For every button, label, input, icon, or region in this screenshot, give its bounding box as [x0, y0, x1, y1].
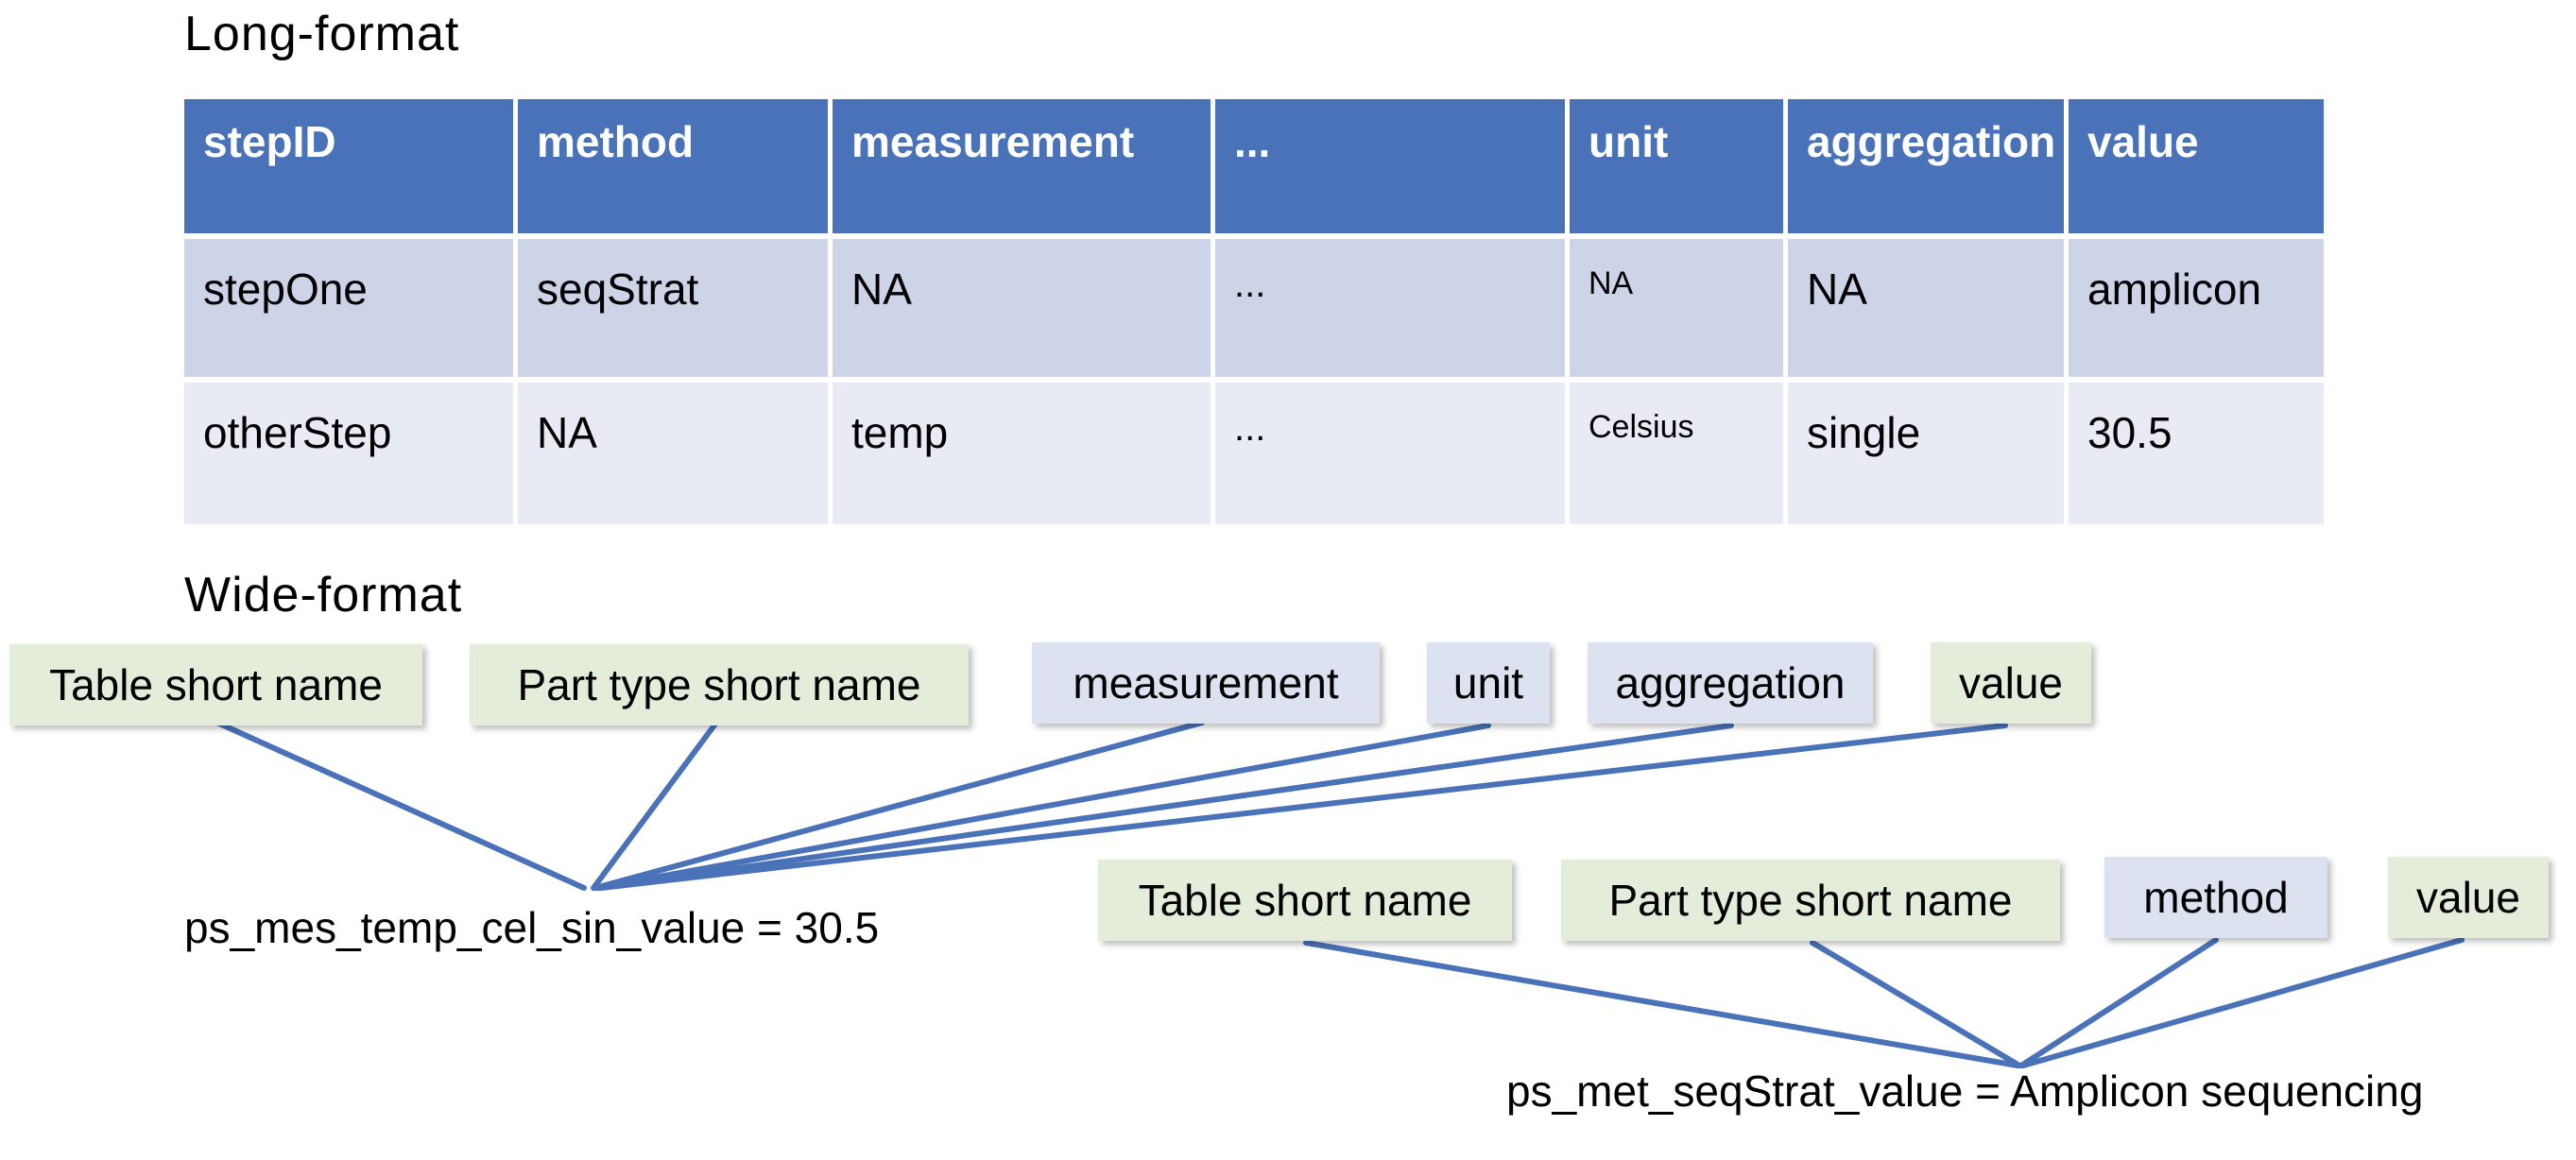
- aggregation-box: aggregation: [1588, 642, 1873, 724]
- value-box: value: [1931, 642, 2091, 724]
- table-cell: single: [1788, 383, 2064, 524]
- table-cell: ...: [1215, 383, 1565, 524]
- table-cell: seqStrat: [518, 239, 828, 383]
- measurement-box: measurement: [1032, 642, 1380, 724]
- table-cell: amplicon: [2069, 239, 2324, 383]
- value-box: value: [2388, 857, 2549, 938]
- table-cell: 30.5: [2069, 383, 2324, 524]
- unit-box: unit: [1427, 642, 1550, 724]
- long-format-title: Long-format: [184, 7, 460, 61]
- connector-line: [2018, 937, 2219, 1068]
- table-cell: Celsius: [1570, 383, 1783, 524]
- header-stepid: stepID: [184, 99, 513, 239]
- table-cell: ...: [1215, 239, 1565, 383]
- wide-formula-temperature: ps_mes_temp_cel_sin_value = 30.5: [184, 903, 880, 952]
- connector-line: [1303, 940, 2020, 1068]
- method-box: method: [2104, 857, 2327, 938]
- connector-line: [2020, 937, 2464, 1068]
- table-cell: NA: [518, 383, 828, 524]
- header-aggregation: aggregation: [1788, 99, 2064, 239]
- header-method: method: [518, 99, 828, 239]
- connector-line: [1810, 940, 2022, 1068]
- header-ellipsis: ...: [1215, 99, 1565, 239]
- table-row: stepOne seqStrat NA ... NA NA amplicon: [184, 239, 2324, 383]
- header-measurement: measurement: [833, 99, 1211, 239]
- table-cell: temp: [833, 383, 1211, 524]
- table-header-row: stepID method measurement ... unit aggre…: [184, 99, 2324, 239]
- wide-format-title: Wide-format: [184, 568, 463, 623]
- wide-formula-sequencing: ps_met_seqStrat_value = Amplicon sequenc…: [1506, 1066, 2424, 1116]
- connector-line: [591, 720, 719, 891]
- table-cell: NA: [833, 239, 1211, 383]
- table-short-name-box: Table short name: [1098, 860, 1512, 941]
- table-cell: stepOne: [184, 239, 513, 383]
- long-format-table: stepID method measurement ... unit aggre…: [180, 99, 2328, 524]
- part-type-short-name-box: Part type short name: [470, 644, 969, 725]
- table-row: otherStep NA temp ... Celsius single 30.…: [184, 383, 2324, 524]
- table-cell: otherStep: [184, 383, 513, 524]
- table-cell: NA: [1788, 239, 2064, 383]
- table-short-name-box: Table short name: [9, 644, 422, 725]
- table-cell: NA: [1570, 239, 1783, 383]
- part-type-short-name-box: Part type short name: [1561, 860, 2060, 941]
- header-value: value: [2069, 99, 2324, 239]
- connector-line: [215, 720, 587, 891]
- header-unit: unit: [1570, 99, 1783, 239]
